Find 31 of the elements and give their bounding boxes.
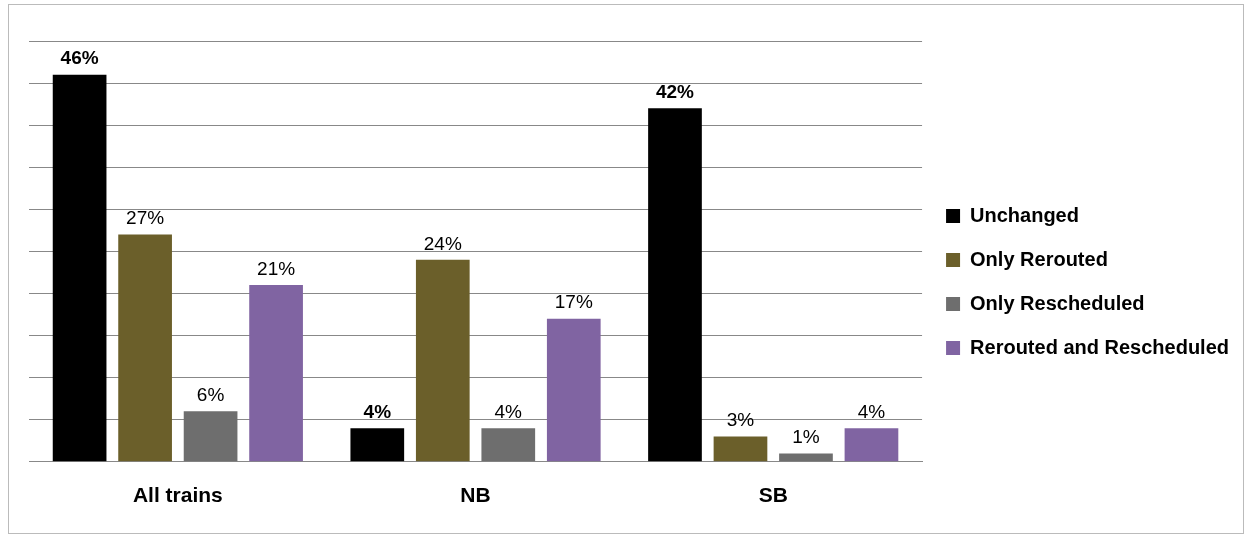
x-tick-label: SB xyxy=(758,483,788,507)
data-label: 4% xyxy=(494,400,523,422)
bar xyxy=(415,259,470,462)
data-label: 17% xyxy=(554,291,593,313)
data-label: 46% xyxy=(60,47,99,69)
x-tick-label: All trains xyxy=(132,483,223,507)
bar xyxy=(481,428,536,462)
data-label: 4% xyxy=(857,400,886,422)
bar xyxy=(713,436,768,462)
bar xyxy=(648,108,702,462)
bar xyxy=(183,411,238,462)
legend-label: Rerouted and Rescheduled xyxy=(970,335,1229,358)
bar xyxy=(779,453,833,462)
data-label: 6% xyxy=(196,384,225,406)
data-label: 3% xyxy=(726,409,755,431)
data-label: 27% xyxy=(126,207,165,229)
data-label: 1% xyxy=(792,426,820,448)
data-label: 21% xyxy=(257,257,296,279)
bar xyxy=(52,74,107,462)
data-label: 4% xyxy=(363,400,392,422)
bar xyxy=(844,428,899,462)
bar xyxy=(249,285,303,462)
bar xyxy=(350,428,405,462)
data-label: 42% xyxy=(655,81,695,103)
x-tick-label: NB xyxy=(460,483,491,507)
legend-label: Unchanged xyxy=(970,203,1079,226)
legend-label: Only Rescheduled xyxy=(970,291,1145,314)
bar xyxy=(118,234,172,462)
legend-label: Only Rerouted xyxy=(970,247,1108,270)
data-label: 24% xyxy=(423,232,462,254)
bar xyxy=(546,318,601,462)
